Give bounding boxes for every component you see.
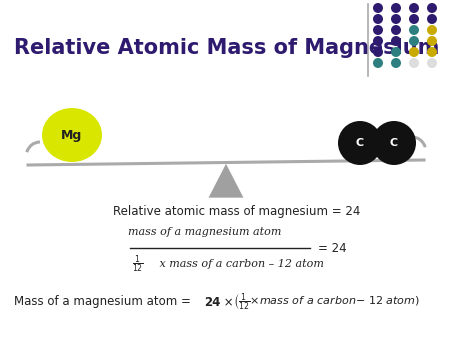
- Circle shape: [427, 36, 437, 46]
- Circle shape: [391, 47, 401, 57]
- Text: ×: ×: [220, 295, 237, 308]
- Circle shape: [391, 25, 401, 35]
- Circle shape: [373, 3, 383, 13]
- Circle shape: [372, 121, 416, 165]
- Circle shape: [409, 14, 419, 24]
- Text: Relative atomic mass of magnesium = 24: Relative atomic mass of magnesium = 24: [113, 206, 361, 218]
- Circle shape: [427, 25, 437, 35]
- Circle shape: [391, 58, 401, 68]
- Text: 24: 24: [204, 295, 220, 308]
- Text: mass of a magnesium atom: mass of a magnesium atom: [128, 227, 282, 237]
- Circle shape: [373, 14, 383, 24]
- Circle shape: [427, 14, 437, 24]
- Circle shape: [373, 36, 383, 46]
- Circle shape: [409, 25, 419, 35]
- Circle shape: [338, 121, 382, 165]
- Circle shape: [409, 58, 419, 68]
- Circle shape: [373, 47, 383, 57]
- Text: $\frac{1}{12}$: $\frac{1}{12}$: [132, 253, 144, 275]
- Circle shape: [409, 47, 419, 57]
- Ellipse shape: [42, 108, 102, 162]
- Circle shape: [373, 58, 383, 68]
- Text: = 24: = 24: [318, 241, 346, 255]
- Text: Relative Atomic Mass of Magnesium: Relative Atomic Mass of Magnesium: [14, 38, 439, 58]
- Circle shape: [427, 3, 437, 13]
- Circle shape: [391, 14, 401, 24]
- Text: $\left(\frac{1}{12}\right.$$ \times $$\mathit{mass\ of\ a\ carbon}$$\mathit{-\ 1: $\left(\frac{1}{12}\right.$$ \times $$\m…: [233, 291, 420, 312]
- Circle shape: [427, 47, 437, 57]
- Text: Mass of a magnesium atom =: Mass of a magnesium atom =: [14, 295, 195, 308]
- Circle shape: [409, 36, 419, 46]
- Text: C: C: [390, 138, 398, 148]
- Text: x mass of a carbon – 12 atom: x mass of a carbon – 12 atom: [156, 259, 324, 269]
- Text: C: C: [356, 138, 364, 148]
- Polygon shape: [208, 163, 244, 198]
- Circle shape: [391, 36, 401, 46]
- Text: Mg: Mg: [61, 129, 82, 142]
- Circle shape: [427, 58, 437, 68]
- Circle shape: [391, 3, 401, 13]
- Circle shape: [409, 3, 419, 13]
- Circle shape: [373, 25, 383, 35]
